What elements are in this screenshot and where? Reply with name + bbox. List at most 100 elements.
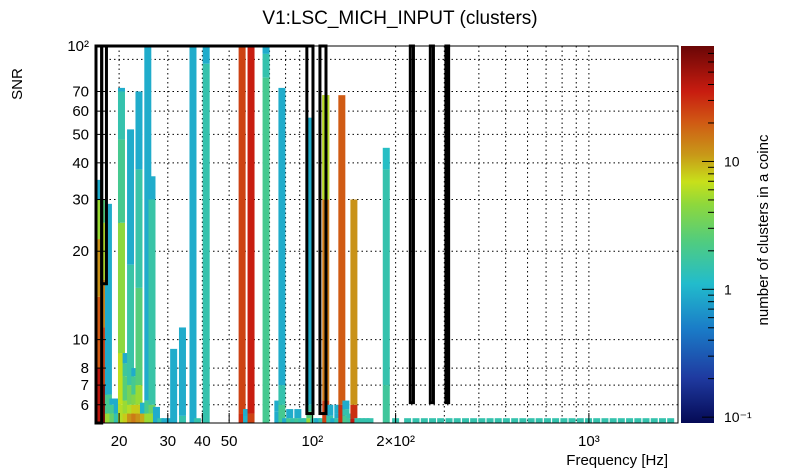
plot-frame [95, 45, 679, 424]
heatmap-cell [404, 418, 412, 423]
heatmap-cell [306, 117, 314, 405]
heatmap-cell [274, 400, 282, 412]
heatmap-cell [117, 353, 125, 405]
heatmap-cell [326, 415, 334, 423]
heatmap-cell [135, 287, 143, 386]
heatmap-cell [96, 368, 104, 423]
heatmap-cell [290, 418, 298, 423]
heatmap-cell [178, 415, 186, 423]
heatmap-cell [135, 404, 143, 414]
heatmap-cell [109, 398, 117, 405]
heatmap-cell [109, 404, 117, 414]
x-tick-label: 10² [302, 433, 324, 450]
palette-ticks: 10⁻¹ 1 10 [702, 52, 752, 425]
heatmap-cell [486, 418, 494, 423]
heatmap-cell [437, 418, 445, 423]
heatmap-cell [131, 368, 139, 377]
palette-tick-label: 10⁻¹ [724, 409, 752, 425]
heatmap-cell [617, 418, 625, 423]
heatmap-cell [470, 418, 478, 423]
heatmap-cell [131, 376, 139, 395]
heatmap-cell [104, 203, 112, 395]
y-tick-label: 60 [72, 103, 89, 120]
heatmap-cell [139, 402, 147, 414]
heatmap-cell [100, 385, 108, 423]
heatmap-cell [113, 398, 121, 414]
heatmap-cell [122, 400, 130, 414]
heatmap-cell [519, 418, 527, 423]
heatmap-cell [131, 413, 139, 423]
heatmap-cell [247, 413, 255, 423]
heatmap-cells [96, 46, 675, 423]
heatmap-cell [122, 353, 130, 364]
heatmap-cell [334, 404, 342, 414]
heatmap-cell [338, 404, 346, 423]
x-tick-label: 40 [194, 433, 211, 450]
heatmap-cell [139, 413, 147, 423]
heatmap-cell [342, 415, 350, 423]
y-tick-label: 8 [81, 360, 89, 377]
y-tick-label: 50 [72, 126, 89, 143]
heatmap-cell [634, 418, 642, 423]
heatmap-cell [310, 418, 318, 423]
heatmap-cell [117, 222, 125, 354]
heatmap-cell [350, 404, 358, 419]
y-tick-label: 10² [67, 38, 89, 55]
heatmap-cell [286, 409, 294, 419]
heatmap-cell [286, 418, 294, 423]
heatmap-cell [144, 413, 152, 423]
y-tick-label: 30 [72, 192, 89, 209]
heatmap-cell [350, 199, 358, 405]
y-tick-label: 70 [72, 83, 89, 100]
heatmap-cell [298, 418, 306, 423]
heatmap-cell [161, 418, 169, 423]
heatmap-cell [178, 327, 186, 416]
x-tick-label: 2×10² [376, 433, 415, 450]
heatmap-cell [117, 404, 125, 423]
heatmap-cell [135, 91, 143, 170]
heatmap-cell [282, 418, 290, 423]
heatmap-cell [527, 418, 535, 423]
x-tick-label: 50 [221, 433, 238, 450]
heatmap-cell [609, 418, 617, 423]
heatmap-cell [122, 413, 130, 423]
heatmap-cell [642, 418, 650, 423]
heatmap-cell [346, 418, 354, 423]
heatmap-cell [350, 418, 358, 423]
heatmap-cell [127, 385, 135, 405]
heatmap-cell [144, 46, 152, 401]
heatmap-cell [494, 418, 502, 423]
heatmap-cell [135, 385, 143, 405]
heatmap-cell [262, 77, 270, 423]
chart-title: V1:LSC_MICH_INPUT (clusters) [262, 8, 537, 29]
heatmap-cell [148, 404, 156, 414]
heatmap-cell [202, 46, 210, 64]
heatmap-cell [109, 413, 117, 423]
heatmap-cell [193, 418, 201, 423]
heatmap-cell [358, 418, 366, 423]
heatmap-cell [152, 406, 160, 423]
heatmap-cell [462, 418, 470, 423]
heatmap-cell [278, 404, 286, 423]
heatmap-cell [127, 129, 135, 265]
heatmap-cell [560, 418, 568, 423]
heatmap-cell [127, 264, 135, 386]
heatmap-cell [535, 418, 543, 423]
heatmap-cell [131, 394, 139, 405]
heatmap-cell [96, 199, 104, 240]
y-tick-label: 6 [81, 397, 89, 414]
y-tick-label: 20 [72, 243, 89, 260]
y-tick-label: 10 [72, 332, 89, 349]
y-axis-ticks: 6 78 10 20 30 40 50 60 70 10² [67, 38, 106, 414]
cluster-outline [408, 44, 415, 405]
heatmap-cell [202, 63, 210, 423]
heatmap-cell [238, 46, 246, 414]
heatmap-cell [420, 418, 428, 423]
heatmap-cell [135, 169, 143, 288]
cluster-outline [428, 44, 435, 405]
heatmap-cell [429, 418, 437, 423]
heatmap-cell [274, 411, 282, 423]
heatmap-cell [362, 418, 370, 423]
x-tick-label: 20 [111, 433, 128, 450]
